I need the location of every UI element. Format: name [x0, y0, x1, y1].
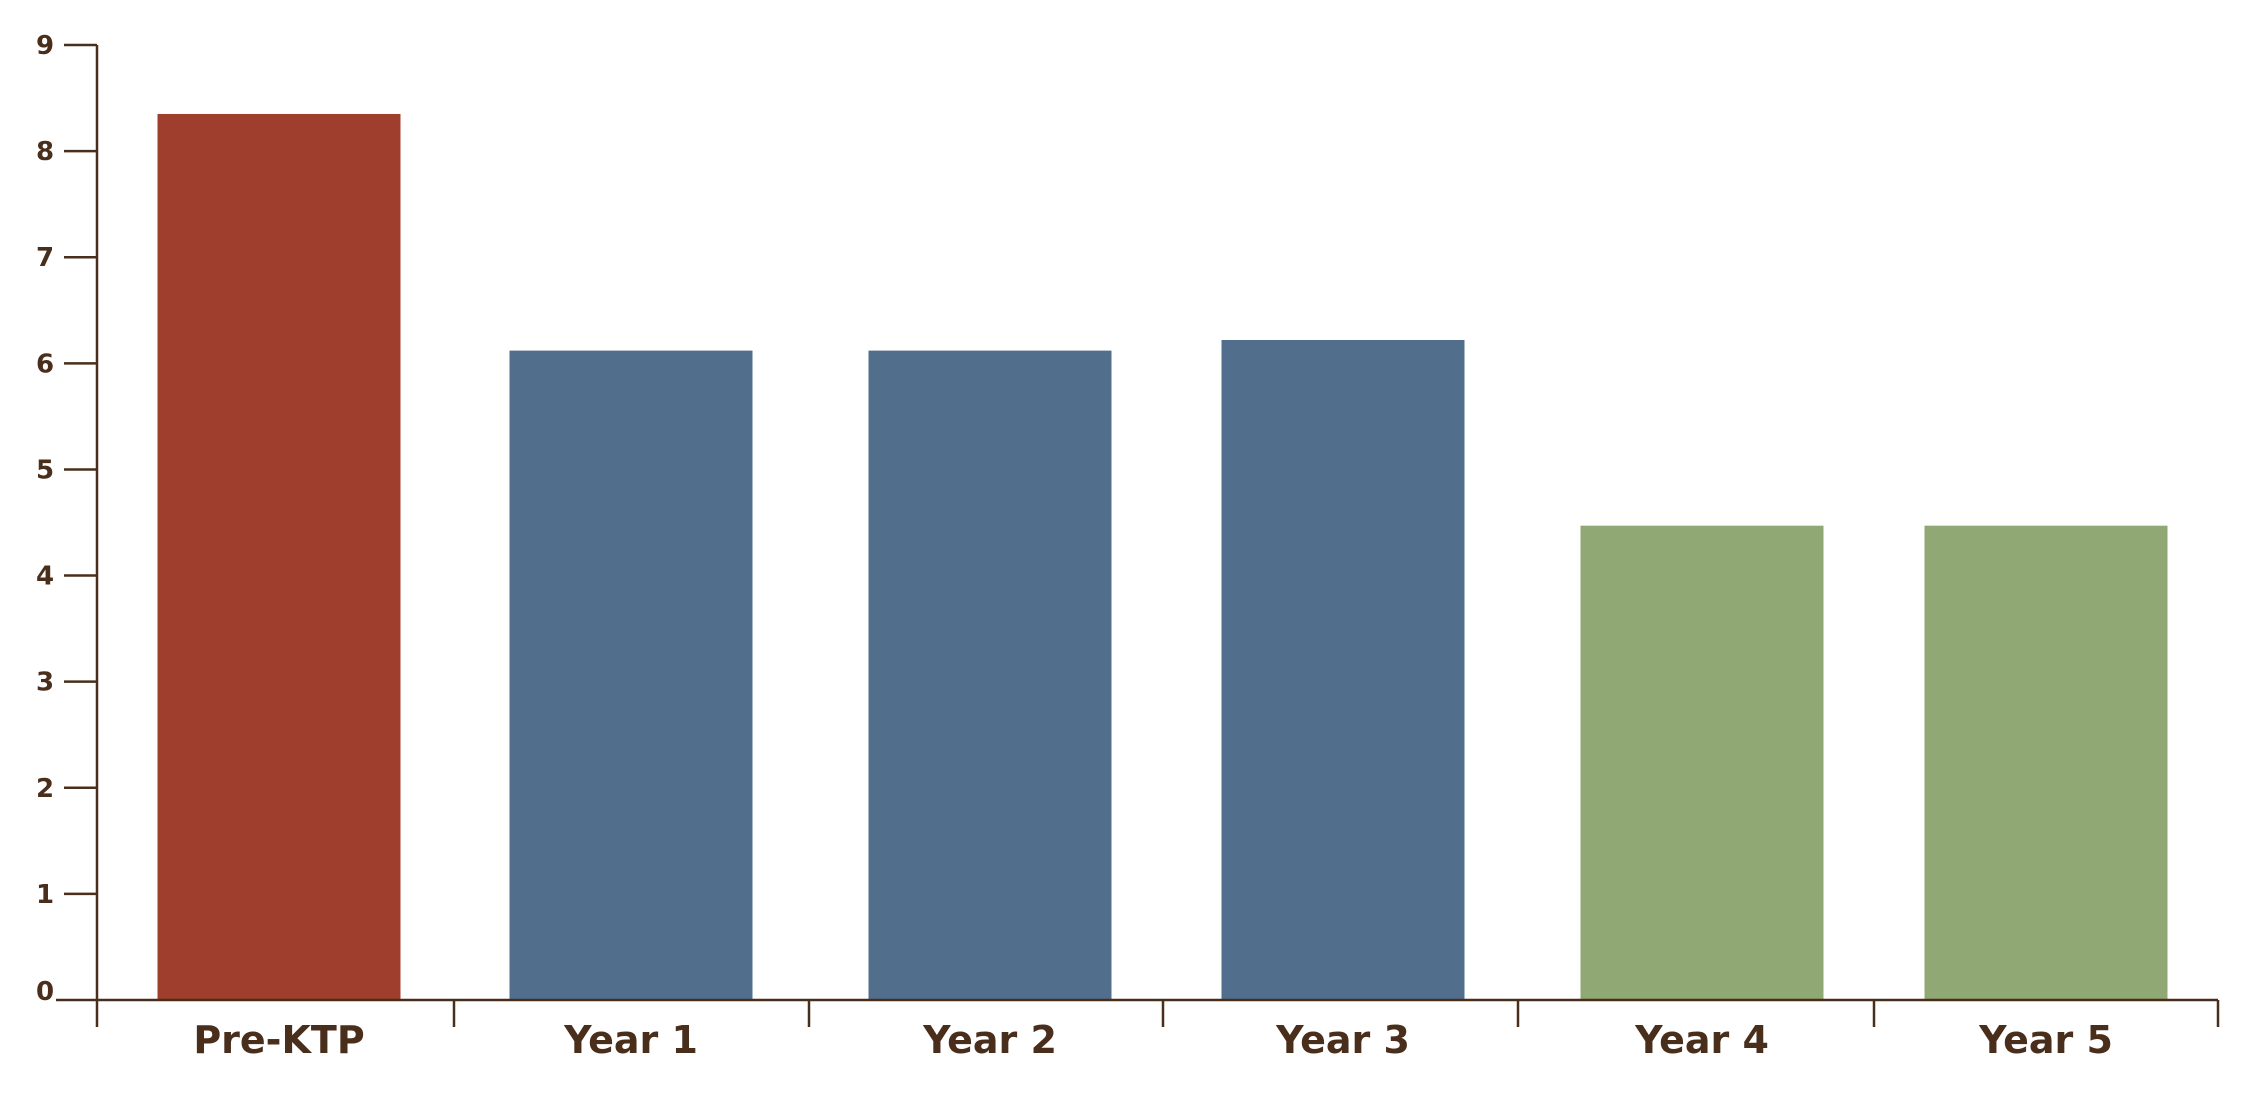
x-category-label: Year 4 — [1634, 1018, 1769, 1062]
axes-group — [56, 43, 2220, 1027]
bars-group — [157, 113, 2168, 1001]
x-category-labels: Pre-KTP Year 1 Year 2 Year 3 Year 4 Year 5 — [193, 1018, 2113, 1062]
y-tick-label: 5 — [36, 455, 54, 485]
bar-year-5 — [1924, 525, 2168, 1000]
bar-pre-ktp — [157, 113, 401, 1000]
y-tick-label: 8 — [36, 137, 54, 167]
x-category-label: Year 5 — [1978, 1018, 2113, 1062]
bar-year-1 — [509, 350, 753, 1001]
y-tick-label: 2 — [36, 774, 54, 804]
bar-year-4 — [1580, 525, 1824, 1000]
x-category-label: Year 2 — [922, 1018, 1057, 1062]
bar-year-3 — [1221, 339, 1465, 1000]
x-category-label: Year 1 — [563, 1018, 698, 1062]
x-category-label: Year 3 — [1275, 1018, 1410, 1062]
y-tick-label: 3 — [36, 668, 54, 698]
bar-year-2 — [868, 350, 1112, 1001]
y-tick-label: 9 — [36, 31, 54, 61]
x-category-label: Pre-KTP — [193, 1018, 364, 1062]
y-tick-label: 0 — [36, 977, 54, 1007]
y-tick-labels: 0 1 2 3 4 5 6 7 8 9 — [36, 31, 54, 1007]
y-tick-label: 4 — [36, 562, 54, 592]
y-tick-label: 1 — [36, 880, 54, 910]
y-tick-label: 7 — [36, 243, 54, 273]
y-tick-label: 6 — [36, 349, 54, 379]
